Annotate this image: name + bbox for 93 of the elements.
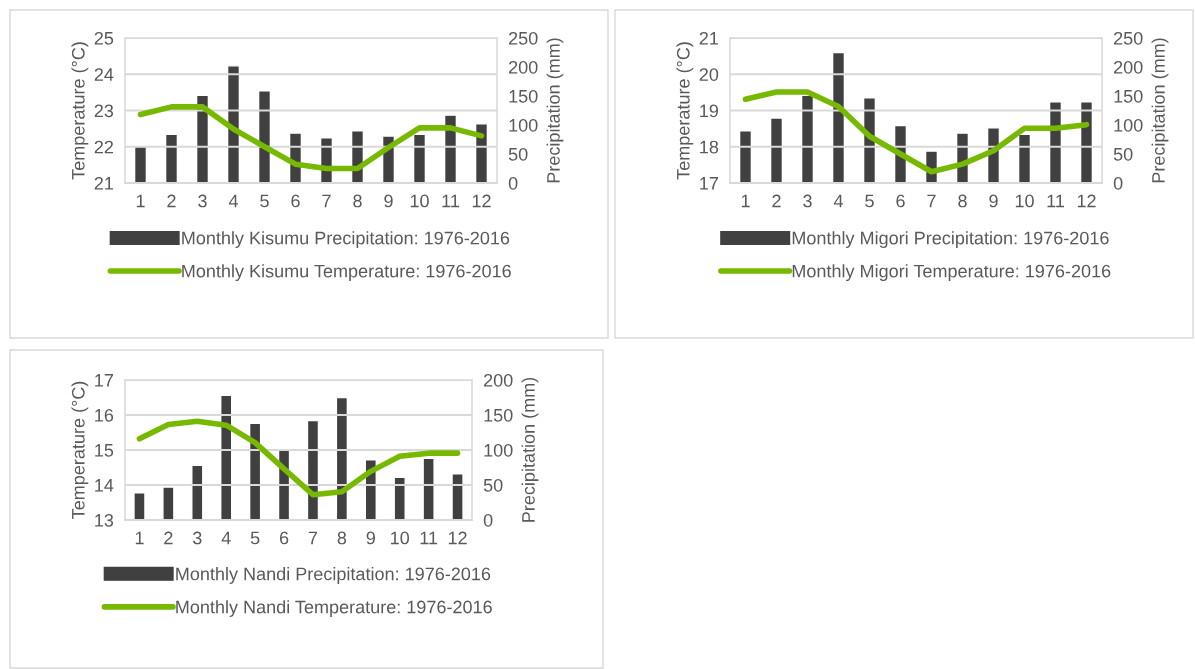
y-tick-label: 17 (95, 374, 113, 387)
y-tick-label: 21 (94, 176, 114, 190)
bar (133, 492, 146, 520)
legend-label: Monthly Migori Temperature: 1976-2016 (792, 264, 1111, 282)
x-tick-label: 6 (896, 194, 905, 208)
x-tick-label: 2 (164, 531, 173, 545)
x-tick-label: 1 (741, 194, 750, 208)
x-tick-label: 9 (366, 531, 375, 545)
y-tick-label: 23 (94, 104, 114, 118)
y2-tick-label: 200 (509, 60, 538, 74)
y2-tick-label: 150 (509, 89, 538, 103)
y2-tick-label: 0 (508, 176, 518, 190)
bar (191, 464, 204, 520)
x-tick-label: 10 (1015, 194, 1034, 208)
x-tick-label: 2 (772, 194, 781, 208)
y2-axis-title: Precipitation (mm) (546, 38, 564, 183)
x-tick-label: 4 (221, 531, 231, 545)
x-tick-label: 1 (135, 531, 144, 545)
legend-label: Monthly Nandi Precipitation: 1976-2016 (176, 567, 491, 584)
y2-tick-label: 50 (1113, 147, 1133, 161)
y2-tick-label: 100 (509, 118, 538, 132)
bar (1017, 133, 1032, 183)
y-tick-label: 24 (94, 68, 114, 81)
y-axis-title: Temperature (°C) (676, 42, 694, 180)
x-tick-label: 4 (228, 194, 238, 208)
bar (800, 94, 815, 183)
x-tick-label: 6 (279, 531, 289, 545)
x-tick-label: 6 (291, 194, 300, 208)
y2-tick-label: 0 (483, 513, 493, 527)
y2-axis-title: Precipitation (mm) (521, 377, 539, 522)
bar (738, 130, 753, 183)
bar (422, 457, 435, 520)
y2-tick-label: 200 (484, 373, 513, 387)
y-tick-label: 22 (94, 140, 113, 154)
x-tick-label: 5 (260, 194, 269, 208)
x-tick-label: 12 (1077, 194, 1096, 208)
bar (393, 476, 406, 520)
y-tick-label: 19 (700, 104, 719, 118)
x-tick-label: 2 (167, 194, 176, 208)
x-tick-label: 8 (958, 194, 967, 208)
x-tick-label: 4 (833, 194, 843, 208)
y2-tick-label: 200 (1114, 60, 1143, 74)
y-tick-label: 16 (95, 408, 114, 422)
y-tick-label: 14 (95, 479, 114, 492)
x-tick-label: 5 (250, 531, 260, 545)
bar (451, 473, 464, 520)
x-tick-label: 8 (337, 531, 347, 545)
x-tick-label: 5 (865, 194, 874, 208)
y2-tick-label: 50 (508, 147, 528, 161)
bar (769, 117, 784, 183)
legend-label: Monthly Kisumu Precipitation: 1976-2016 (182, 231, 510, 248)
x-tick-label: 12 (448, 531, 467, 545)
legend-label: Monthly Nandi Temperature: 1976-2016 (176, 600, 492, 617)
x-tick-label: 11 (1047, 194, 1064, 208)
y-axis-title: Temperature (°C) (71, 42, 89, 180)
x-tick-label: 10 (391, 531, 410, 545)
y2-tick-label: 150 (1114, 89, 1143, 103)
y2-tick-label: 100 (1114, 118, 1143, 132)
y-tick-label: 18 (700, 140, 719, 154)
bar (162, 486, 175, 520)
y-tick-label: 21 (699, 31, 719, 45)
y2-tick-label: 250 (509, 31, 538, 45)
bar (133, 145, 148, 183)
y2-tick-label: 100 (484, 443, 513, 457)
y-tick-label: 13 (95, 513, 114, 527)
x-tick-label: 8 (353, 194, 362, 208)
y2-tick-label: 150 (484, 408, 513, 422)
y-tick-label: 17 (700, 177, 718, 190)
legend-label: Monthly Kisumu Temperature: 1976-2016 (182, 264, 511, 282)
x-tick-label: 9 (989, 194, 998, 208)
y2-tick-label: 0 (1113, 176, 1123, 190)
x-tick-label: 3 (198, 194, 207, 208)
bar (412, 133, 427, 183)
y-tick-label: 25 (94, 31, 114, 45)
bar (164, 133, 179, 183)
x-tick-label: 9 (384, 194, 393, 208)
x-tick-label: 3 (803, 194, 812, 208)
x-tick-label: 12 (472, 194, 491, 208)
y2-tick-label: 50 (483, 478, 503, 492)
y2-tick-label: 250 (1114, 31, 1143, 45)
y2-axis-title: Precipitation (mm) (1151, 38, 1169, 183)
x-tick-label: 7 (308, 531, 318, 545)
x-tick-label: 1 (136, 194, 145, 208)
x-tick-label: 7 (927, 194, 936, 208)
y-tick-label: 15 (95, 444, 114, 457)
x-tick-label: 11 (420, 531, 438, 545)
x-tick-label: 11 (442, 194, 459, 208)
y-tick-label: 20 (699, 68, 719, 81)
legend-label: Monthly Migori Precipitation: 1976-2016 (792, 231, 1109, 248)
x-tick-label: 10 (410, 194, 429, 208)
y-axis-title: Temperature (°C) (71, 381, 89, 519)
x-tick-label: 3 (192, 531, 202, 545)
x-tick-label: 7 (322, 194, 331, 208)
